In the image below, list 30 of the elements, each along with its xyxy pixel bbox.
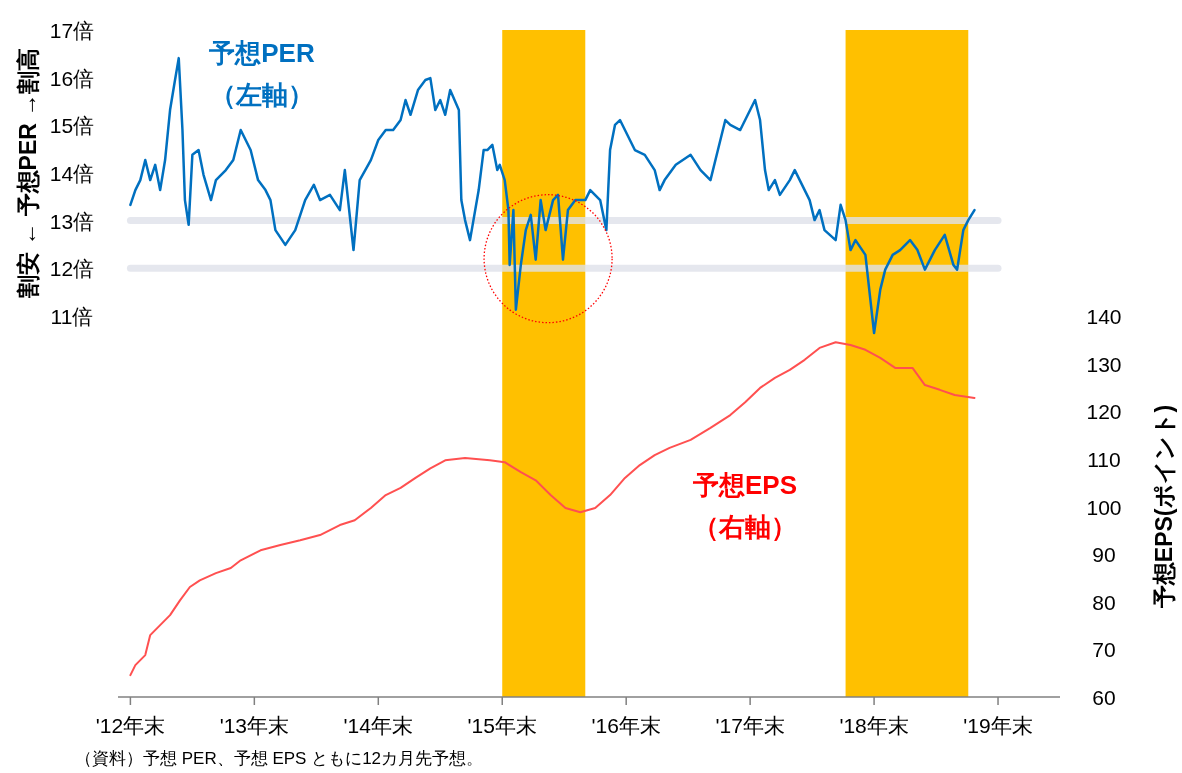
x-tick-label: '15年末 [467,714,537,737]
y2-tick-label: 130 [1086,352,1122,376]
text: （資料）予想 PER、予想 EPS ともに12カ月先予想。 [75,749,484,768]
x-tick-label: '14年末 [343,714,413,737]
x-tick-label: '18年末 [839,714,909,737]
line-series [129,341,976,677]
y2-tick-label: 80 [1092,590,1116,614]
y2-tick-label: 110 [1087,447,1121,471]
y-tick-label: 16倍 [49,66,95,90]
series-label: 予想PER（左軸） [208,38,315,110]
x-tick-label: '12年末 [95,714,166,737]
y2-tick-label: 60 [1092,686,1116,709]
x-tick-label: '19年末 [963,714,1033,737]
y2-axis-title: 予想EPS(ポイント) [1151,404,1177,610]
y-tick-label: 12倍 [49,257,95,281]
y-tick-label: 13倍 [49,209,95,233]
series-label: 予想EPS（右軸） [691,470,798,542]
y2-tick-label: 70 [1092,638,1116,662]
y-tick-label: 11倍 [50,304,94,328]
y-tick-label: 15倍 [49,114,95,138]
y2-tick-label: 120 [1086,400,1122,424]
y2-tick-label: 100 [1086,495,1122,519]
x-tick-label: '16年末 [591,714,661,737]
y-axis-title: 割安 ← 予想PER →割高 [15,47,41,300]
x-tick-label: '17年末 [715,714,785,737]
y2-tick-label: 140 [1086,305,1122,328]
x-tick-label: '13年末 [219,714,290,737]
y2-tick-label: 90 [1092,543,1116,567]
y-tick-label: 17倍 [49,19,95,42]
y-tick-label: 14倍 [49,161,95,185]
